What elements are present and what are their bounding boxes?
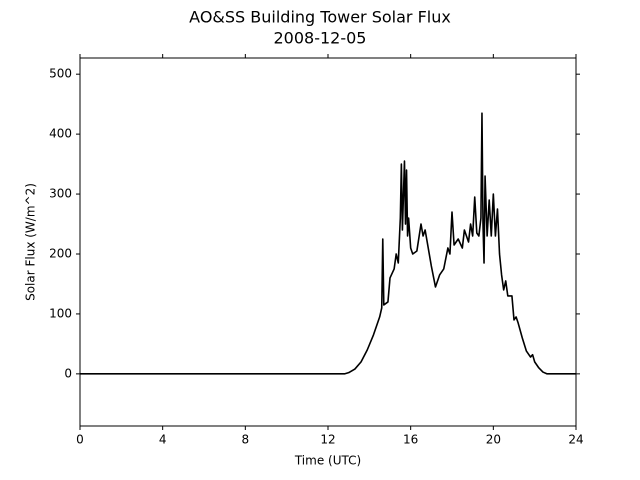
y-tick-label: 400 — [49, 127, 72, 141]
x-tick-label: 4 — [159, 433, 167, 447]
x-tick-label: 20 — [486, 433, 501, 447]
chart-subtitle: 2008-12-05 — [274, 29, 367, 48]
chart-title: AO&SS Building Tower Solar Flux — [189, 8, 451, 27]
x-tick-label: 24 — [568, 433, 583, 447]
y-tick-label: 0 — [64, 366, 72, 380]
x-tick-label: 8 — [242, 433, 250, 447]
x-axis-label: Time (UTC) — [294, 454, 361, 468]
x-tick-label: 0 — [76, 433, 84, 447]
y-tick-label: 500 — [49, 67, 72, 81]
x-tick-label: 16 — [403, 433, 418, 447]
y-tick-label: 200 — [49, 246, 72, 260]
y-axis-label: Solar Flux (W/m^2) — [24, 183, 38, 301]
y-tick-label: 300 — [49, 187, 72, 201]
y-tick-label: 100 — [49, 306, 72, 320]
data-line — [80, 112, 576, 375]
x-tick-label: 12 — [320, 433, 335, 447]
plot-frame — [79, 57, 577, 427]
